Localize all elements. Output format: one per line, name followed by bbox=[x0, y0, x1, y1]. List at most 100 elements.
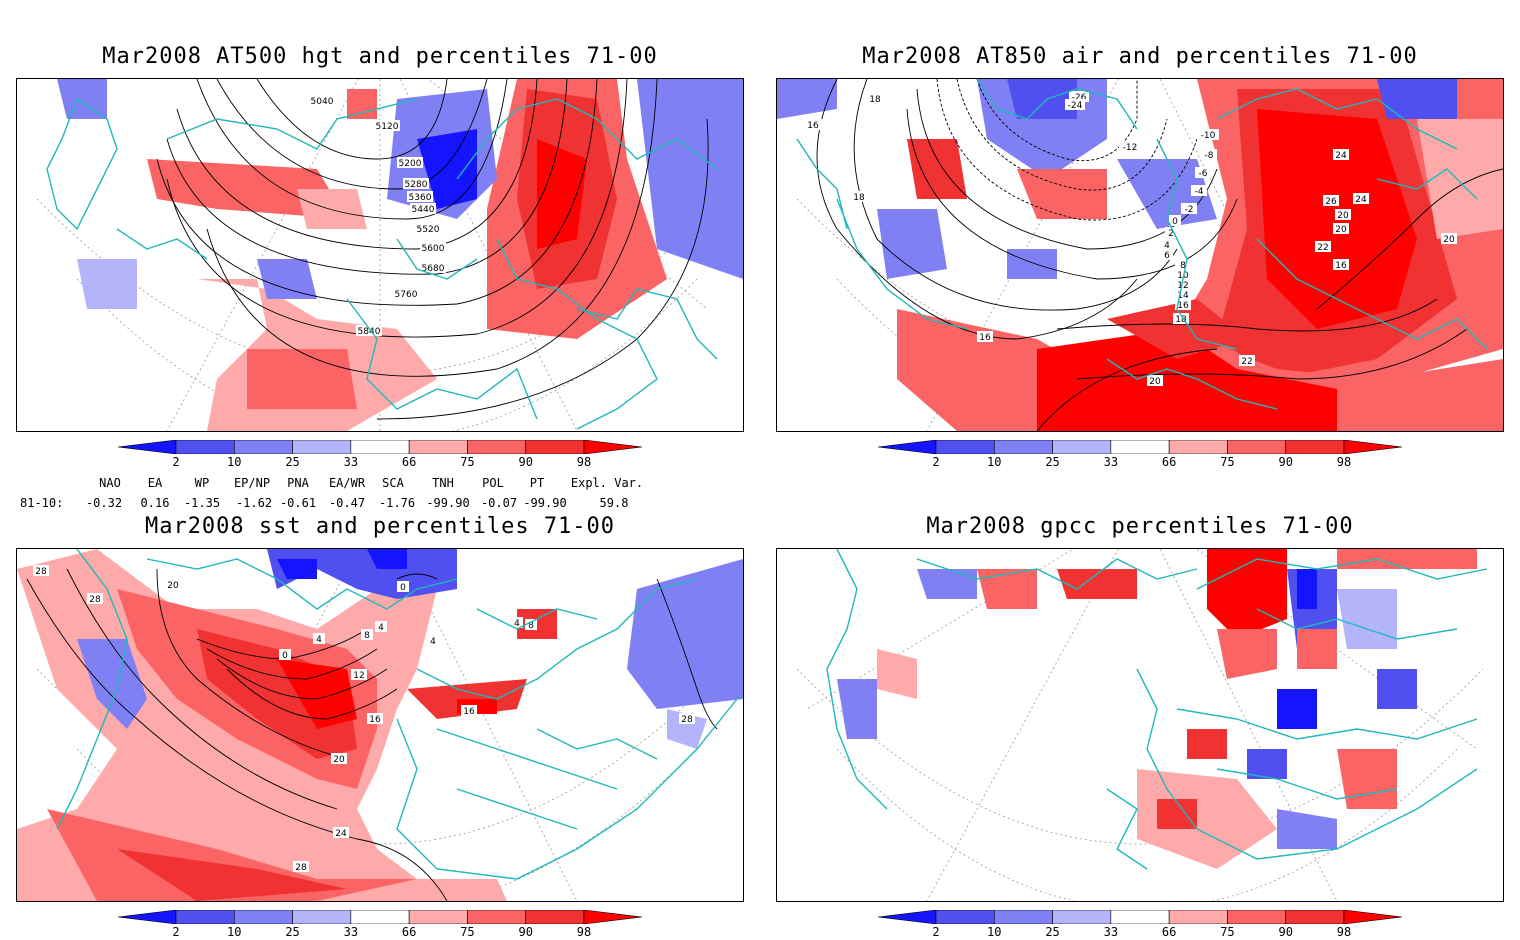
contour-label: 5680 bbox=[420, 262, 446, 274]
contour-label: 20 bbox=[1335, 209, 1351, 221]
contour-label: 28 bbox=[33, 565, 49, 577]
index-values: -0.32 0.16 -1.35 -1.62 -0.61 -0.47 -1.76 -99.90… bbox=[0, 496, 700, 512]
colorbar-tick-label: 98 bbox=[1336, 455, 1352, 469]
colorbar-tick-label: 75 bbox=[1220, 925, 1235, 939]
colorbar-tick-label: 33 bbox=[1103, 455, 1119, 469]
svg-text:-8: -8 bbox=[1205, 151, 1214, 161]
svg-text:22: 22 bbox=[1317, 243, 1328, 253]
contour-label: -2 bbox=[1181, 203, 1197, 215]
svg-text:16: 16 bbox=[1335, 261, 1347, 271]
contour-label: 4 bbox=[511, 617, 523, 629]
colorbar-swatch bbox=[1110, 910, 1170, 924]
colorbar-swatch bbox=[1343, 910, 1402, 924]
svg-text:18: 18 bbox=[869, 95, 881, 105]
colorbar-swatches bbox=[878, 440, 1402, 454]
svg-text:4: 4 bbox=[316, 635, 322, 645]
svg-text:4: 4 bbox=[1164, 241, 1170, 251]
index-value: 0.16 bbox=[140, 496, 170, 510]
contour-label: 16 bbox=[367, 713, 383, 725]
contour-label: 5280 bbox=[403, 178, 429, 190]
contour-label: 20 bbox=[165, 579, 181, 591]
contour-label: 18 bbox=[1173, 313, 1189, 325]
colorbar-tick-label: 66 bbox=[1161, 925, 1177, 939]
svg-text:20: 20 bbox=[1337, 211, 1349, 221]
contour-label: -8 bbox=[1201, 149, 1217, 161]
svg-text:20: 20 bbox=[167, 581, 179, 591]
svg-text:8: 8 bbox=[364, 631, 370, 641]
colorbar-tick-label: 25 bbox=[1045, 455, 1060, 469]
colorbar-swatches bbox=[118, 440, 642, 454]
coastlines bbox=[796, 79, 1488, 410]
svg-text:16: 16 bbox=[463, 707, 475, 717]
svg-text:20: 20 bbox=[1335, 225, 1347, 235]
colorbar-tick-label: 2 bbox=[172, 925, 180, 939]
contour-label: 4 bbox=[1161, 239, 1173, 251]
colorbar-swatch bbox=[878, 440, 937, 454]
colorbar-tick-label: 90 bbox=[518, 455, 533, 469]
index-row-label: 81-10: bbox=[20, 496, 64, 510]
colorbar-swatches bbox=[878, 910, 1402, 924]
panel-title-gpcc: Mar2008 gpcc percentiles 71-00 bbox=[926, 514, 1354, 539]
svg-text:5600: 5600 bbox=[422, 244, 445, 254]
svg-text:4: 4 bbox=[378, 623, 384, 633]
index-header: Expl. Var. bbox=[570, 476, 644, 490]
contour-label: 4 bbox=[313, 633, 325, 645]
colorbar-tick-label: 66 bbox=[401, 925, 417, 939]
svg-text:16: 16 bbox=[807, 121, 819, 131]
contour-label: 26 bbox=[1323, 195, 1339, 207]
index-value: -99.90 bbox=[523, 496, 567, 510]
contour-label: 5840 bbox=[356, 325, 382, 337]
colorbar-tick-label: 10 bbox=[227, 455, 242, 469]
svg-text:16: 16 bbox=[369, 715, 381, 725]
colorbar-tick-label: 10 bbox=[227, 925, 242, 939]
colorbar-tick-label: 33 bbox=[343, 455, 359, 469]
coastlines bbox=[826, 549, 1488, 870]
svg-text:4: 4 bbox=[430, 637, 436, 647]
colorbar-swatch bbox=[1110, 440, 1170, 454]
colorbar-swatch bbox=[408, 910, 468, 924]
index-header: POL bbox=[482, 476, 504, 490]
colorbar-tick-label: 98 bbox=[576, 455, 592, 469]
percentile-shading bbox=[57, 79, 743, 431]
index-header: PT bbox=[529, 476, 545, 490]
colorbar-tick-label: 33 bbox=[343, 925, 359, 939]
colorbar-tick-label: 98 bbox=[576, 925, 592, 939]
svg-text:28: 28 bbox=[89, 595, 101, 605]
contour-label: 16 bbox=[977, 331, 993, 343]
colorbar-swatch bbox=[292, 440, 352, 454]
svg-text:5360: 5360 bbox=[409, 193, 432, 203]
svg-text:0: 0 bbox=[1172, 217, 1178, 227]
contour-label: 22 bbox=[1315, 241, 1331, 253]
svg-text:20: 20 bbox=[333, 755, 345, 765]
contour-label: 20 bbox=[1333, 223, 1349, 235]
colorbar-swatch bbox=[467, 440, 527, 454]
svg-text:16: 16 bbox=[1177, 301, 1189, 311]
colorbar-swatch bbox=[993, 440, 1053, 454]
svg-text:5120: 5120 bbox=[376, 122, 399, 132]
contour-label: 20 bbox=[1441, 233, 1457, 245]
colorbar-swatch bbox=[1052, 910, 1112, 924]
svg-text:18: 18 bbox=[853, 193, 865, 203]
sst-contours bbox=[26, 568, 718, 901]
svg-text:18: 18 bbox=[1175, 315, 1187, 325]
colorbar-tick-label: 33 bbox=[1103, 925, 1119, 939]
colorbar-swatch bbox=[467, 910, 527, 924]
contour-label: 16 bbox=[1333, 259, 1349, 271]
svg-text:-10: -10 bbox=[1201, 131, 1216, 141]
colorbar-swatch bbox=[993, 910, 1053, 924]
contour-label: 0 bbox=[1169, 215, 1181, 227]
colorbar-swatches bbox=[118, 910, 642, 924]
svg-text:24: 24 bbox=[1335, 151, 1347, 161]
colorbar-tick-label: 2 bbox=[932, 455, 940, 469]
colorbar-tick-label: 10 bbox=[987, 925, 1002, 939]
colorbar-tick-label: 90 bbox=[1278, 925, 1293, 939]
contour-label: -24 bbox=[1065, 99, 1085, 111]
coastlines bbox=[56, 549, 738, 880]
index-header: TNH bbox=[432, 476, 454, 490]
contour-label: 5600 bbox=[420, 242, 446, 254]
map-sst: 28 28 20 0 0 4 4 8 4 12 16 16 20 24 28 2… bbox=[16, 548, 744, 902]
svg-text:28: 28 bbox=[35, 567, 47, 577]
contour-label: 5360 bbox=[407, 191, 433, 203]
svg-text:22: 22 bbox=[1241, 357, 1252, 367]
contour-label: 6 bbox=[1161, 249, 1173, 261]
